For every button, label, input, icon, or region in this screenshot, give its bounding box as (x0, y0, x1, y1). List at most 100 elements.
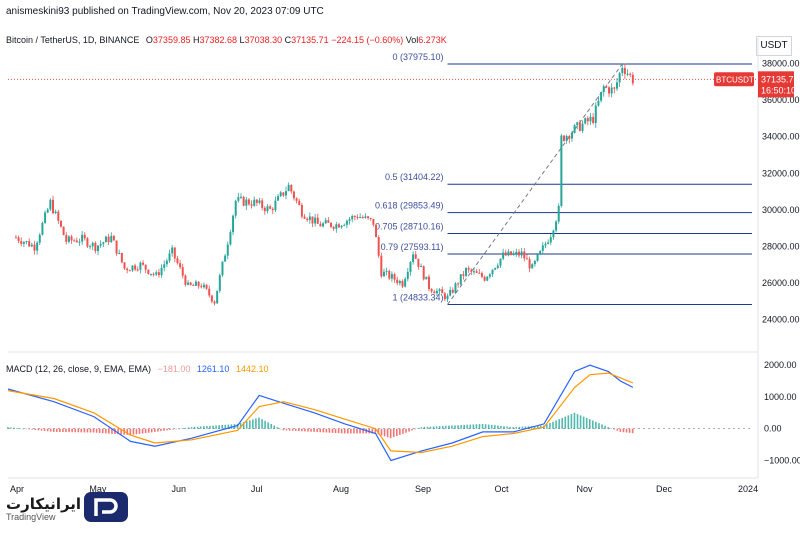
macd-histogram-bar (570, 414, 573, 429)
macd-histogram-bar (144, 428, 147, 434)
macd-histogram-bar (154, 428, 156, 432)
time-tick-label: Jul (251, 484, 263, 494)
macd-histogram-bar (328, 428, 331, 433)
macd-histogram-bar (86, 428, 89, 433)
macd-histogram-bar (331, 428, 334, 433)
macd-histogram-bar (285, 428, 288, 431)
candle-body (351, 215, 354, 220)
candle-body (343, 224, 346, 226)
macd-histogram-bar (448, 425, 450, 429)
currency-selector[interactable]: USDT (756, 36, 792, 56)
candle-body (189, 282, 192, 285)
macd-histogram-bar (457, 425, 459, 429)
candle-body (327, 220, 330, 223)
high-label: H (192, 35, 200, 45)
macd-histogram-bar (196, 426, 199, 429)
macd-histogram-bar (595, 421, 597, 429)
macd-histogram-bar (411, 428, 413, 431)
candle-body (430, 289, 433, 292)
macd-histogram-bar (98, 428, 101, 433)
candle-body (234, 200, 237, 216)
candle-body (41, 222, 44, 235)
macd-histogram-bar (466, 424, 469, 429)
candle-body (541, 245, 544, 251)
symbol-title[interactable]: Bitcoin / TetherUS, 1D, BINANCE (6, 35, 140, 45)
price-legend: Bitcoin / TetherUS, 1D, BINANCE O37359.8… (6, 35, 447, 45)
candle-body (179, 263, 182, 268)
candle-body (494, 267, 497, 270)
candle-body (258, 200, 261, 203)
candle-body (134, 265, 137, 270)
candle-body (285, 191, 288, 196)
candle-body (332, 226, 335, 229)
macd-histogram-bar (601, 424, 603, 429)
candle-body (393, 274, 396, 280)
candle-body (422, 266, 425, 280)
candle-body (155, 272, 158, 275)
candle-body (163, 264, 166, 268)
macd-histogram-bar (203, 426, 205, 429)
candle-body (504, 252, 507, 256)
macd-histogram-bar (371, 428, 374, 434)
macd-histogram-bar (307, 428, 309, 432)
candle-body (54, 211, 57, 214)
candle-body (597, 100, 600, 106)
candle-body (475, 271, 478, 273)
macd-title[interactable]: MACD (12, 26, close, 9, EMA, EMA) (6, 364, 152, 374)
candle-body (533, 260, 536, 265)
candle-body (570, 132, 573, 139)
change-value: −224.15 (−0.60%) (331, 35, 404, 45)
candle-body (202, 284, 205, 288)
candle-body (89, 246, 92, 248)
macd-histogram-bar (138, 428, 141, 434)
candle-body (581, 123, 584, 131)
macd-histogram-bar (576, 414, 579, 429)
candle-body (330, 222, 333, 227)
candle-body (427, 276, 430, 290)
candle-body (73, 240, 76, 242)
candle-body (438, 289, 441, 291)
macd-histogram-bar (267, 422, 269, 429)
candle-body (303, 216, 306, 219)
candle-body (520, 251, 523, 256)
macd-histogram-bar (68, 428, 70, 433)
macd-histogram-bar (346, 428, 349, 434)
macd-histogram-bar (141, 428, 144, 434)
time-tick-label: Apr (10, 484, 24, 494)
macd-histogram-bar (199, 426, 202, 429)
candle-body (306, 218, 309, 221)
candle-body (277, 196, 280, 201)
candle-body (232, 215, 235, 233)
macd-histogram-bar (62, 428, 64, 433)
macd-histogram-bar (126, 428, 129, 435)
macd-histogram-bar (521, 426, 524, 429)
candle-body (457, 283, 460, 285)
fib-level-label: 0.5 (31404.22) (385, 172, 444, 182)
candle-body (610, 87, 613, 94)
macd-histogram-bar (524, 426, 527, 429)
candle-body (491, 269, 494, 275)
macd-histogram-bar (616, 428, 619, 431)
candle-body (345, 220, 348, 225)
candle-body (615, 82, 618, 89)
macd-histogram-bar (279, 428, 282, 430)
candle-body (555, 221, 558, 231)
macd-histogram-bar (230, 424, 233, 429)
candle-body (91, 242, 94, 247)
time-tick-label: Nov (577, 484, 594, 494)
macd-histogram-bar (132, 428, 135, 435)
symbol-tag (714, 72, 754, 87)
price-tick-label: 30000.00 (762, 205, 800, 215)
candle-body (401, 280, 404, 287)
macd-histogram-bar (92, 428, 95, 433)
time-tick-label: Dec (656, 484, 673, 494)
macd-histogram-bar (16, 428, 18, 429)
candle-body (396, 279, 399, 284)
macd-histogram-bar (497, 425, 499, 429)
macd-histogram-bar (25, 428, 27, 430)
candle-body (197, 281, 200, 287)
macd-histogram-bar (555, 420, 557, 429)
candle-body (255, 199, 258, 203)
candle-body (128, 270, 131, 272)
